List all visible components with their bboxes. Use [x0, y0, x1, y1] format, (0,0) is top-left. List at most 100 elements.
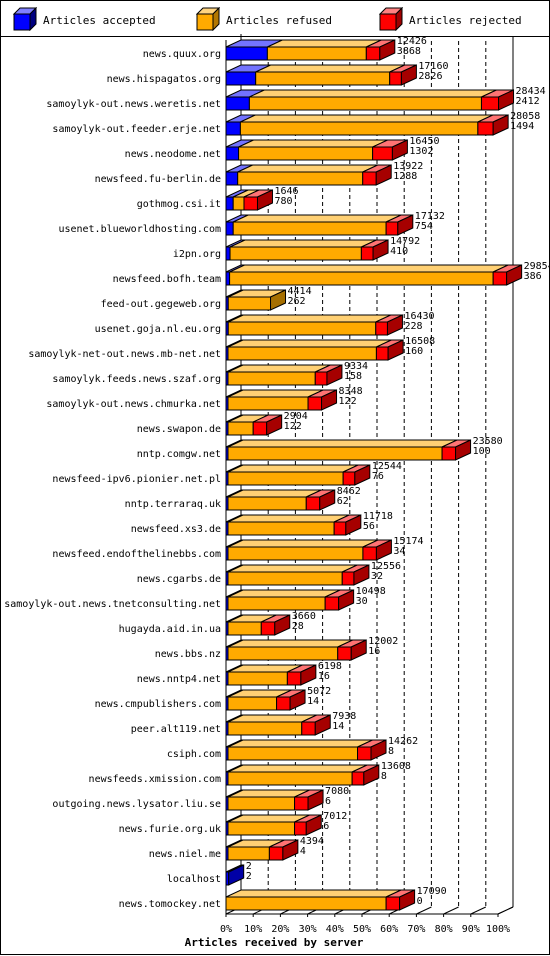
server-label: newsfeed.xs3.de	[131, 524, 221, 535]
bar-segment-refused	[227, 496, 307, 511]
value-label-bottom: 0	[417, 896, 423, 907]
value-labels: 1242638681716028262843424122805814941645…	[246, 36, 550, 907]
bars	[225, 39, 523, 911]
bar-top-refused	[227, 764, 368, 773]
value-label-bottom: 228	[404, 321, 422, 332]
bar-side-rejected	[274, 614, 291, 636]
server-bar-group	[225, 489, 336, 511]
bar-side-rejected	[379, 39, 396, 61]
value-label-top: 4414	[288, 286, 312, 297]
bar-side-rejected	[289, 689, 306, 711]
bar-segment-refused	[227, 446, 443, 461]
bar-segment-rejected	[276, 696, 291, 711]
bar-side-rejected	[266, 414, 283, 436]
bar-segment-rejected	[441, 446, 457, 461]
value-label-bottom: 16	[368, 646, 380, 657]
server-bar-group	[225, 839, 299, 861]
bar-segment-refused	[227, 321, 377, 336]
x-tick-label: 80%	[435, 924, 453, 935]
server-label: nntp.terraraq.uk	[125, 499, 221, 510]
x-tick-label: 90%	[462, 924, 480, 935]
bar-side-rejected	[256, 189, 273, 211]
bar-segment-refused	[227, 571, 343, 586]
value-label-bottom: 62	[337, 496, 349, 507]
server-label: outgoing.news.lysator.liu.se	[52, 799, 221, 810]
bar-top-refused	[227, 514, 350, 523]
bar-segment-refused	[266, 46, 367, 61]
value-label-top: 5072	[307, 686, 331, 697]
value-label-top: 12426	[397, 36, 427, 47]
bar-segment-rejected	[341, 571, 355, 586]
bar-segment-rejected	[372, 146, 393, 161]
server-bar-group	[225, 139, 408, 161]
server-bar-group	[225, 89, 515, 111]
bar-side-rejected	[375, 164, 392, 186]
bar-side-rejected	[314, 714, 331, 736]
server-bar-group	[225, 714, 331, 736]
value-label-top: 9334	[344, 361, 368, 372]
server-label: peer.alt119.net	[131, 724, 221, 735]
bar-segment-rejected	[477, 121, 494, 136]
server-bar-group	[225, 614, 291, 636]
x-tick-label: 100%	[486, 924, 510, 935]
bar-segment-rejected	[324, 596, 340, 611]
legend-item-rejected: Articles rejected	[377, 1, 547, 36]
bar-segment-rejected	[365, 46, 381, 61]
bar-top-refused	[237, 164, 378, 173]
x-tick-labels: 0% 10% 20% 30% 40% 50% 60% 70% 80% 90% 100%	[220, 924, 510, 935]
server-bar-group	[225, 289, 287, 311]
bar-segment-rejected	[351, 771, 365, 786]
server-label: news.quux.org	[143, 49, 221, 60]
bar-side-rejected	[397, 214, 414, 236]
server-label: localhost	[167, 874, 221, 885]
value-label-bottom: 410	[390, 246, 408, 257]
value-label-bottom: 2826	[418, 71, 442, 82]
value-label-top: 17132	[415, 211, 445, 222]
bar-segment-accepted	[225, 71, 257, 86]
bar-side-rejected	[391, 139, 408, 161]
bar-top-refused	[238, 139, 388, 148]
bar-segment-accepted	[225, 171, 239, 186]
bar-segment-refused	[239, 121, 479, 136]
server-bar-group	[225, 64, 417, 86]
bar-segment-refused	[227, 696, 278, 711]
bar-segment-refused	[229, 271, 494, 286]
value-label-bottom: 1302	[409, 146, 433, 157]
value-label-top: 16508	[405, 336, 435, 347]
bar-side-rejected	[492, 114, 509, 136]
server-bar-group	[225, 664, 317, 686]
bar-segment-refused	[227, 371, 316, 386]
x-axis-end	[497, 906, 514, 915]
server-label: samoylyk-out.news.chmurka.net	[46, 399, 221, 410]
bar-segment-refused	[227, 771, 353, 786]
bar-side-rejected	[305, 814, 322, 836]
bar-segment-refused	[227, 621, 262, 636]
bar-segment-rejected	[357, 746, 372, 761]
bar-segment-rejected	[362, 171, 377, 186]
bar-segment-rejected	[375, 321, 388, 336]
server-labels: news.quux.org news.hispagatos.org samoylyk…	[4, 49, 221, 910]
server-bar-group	[225, 764, 380, 786]
bar-side-rejected	[307, 789, 324, 811]
value-label-top: 28434	[516, 86, 546, 97]
server-label: newsfeed-ipv6.pionier.net.pl	[52, 474, 221, 485]
x-tick-label: 20%	[271, 924, 289, 935]
x-tick-label: 50%	[353, 924, 371, 935]
value-label-top: 4394	[300, 836, 324, 847]
bar-segment-accepted	[225, 96, 250, 111]
value-label-top: 14792	[390, 236, 420, 247]
bar-top-refused	[240, 114, 494, 123]
bar-segment-refused	[227, 546, 364, 561]
bar-segment-refused	[229, 246, 362, 261]
value-label-bottom: 16	[318, 671, 330, 682]
server-label: csiph.com	[167, 749, 221, 760]
value-label-bottom: 100	[473, 446, 491, 457]
server-label: nntp.comgw.net	[137, 449, 221, 460]
server-label: samoylyk-out.news.tnetconsulting.net	[4, 599, 221, 610]
value-label-bottom: 3868	[397, 46, 421, 57]
server-bar-group	[225, 739, 387, 761]
value-label-top: 7080	[325, 786, 349, 797]
server-bar-group	[225, 689, 306, 711]
value-label-top: 6198	[318, 661, 342, 672]
bar-segment-rejected	[294, 796, 309, 811]
